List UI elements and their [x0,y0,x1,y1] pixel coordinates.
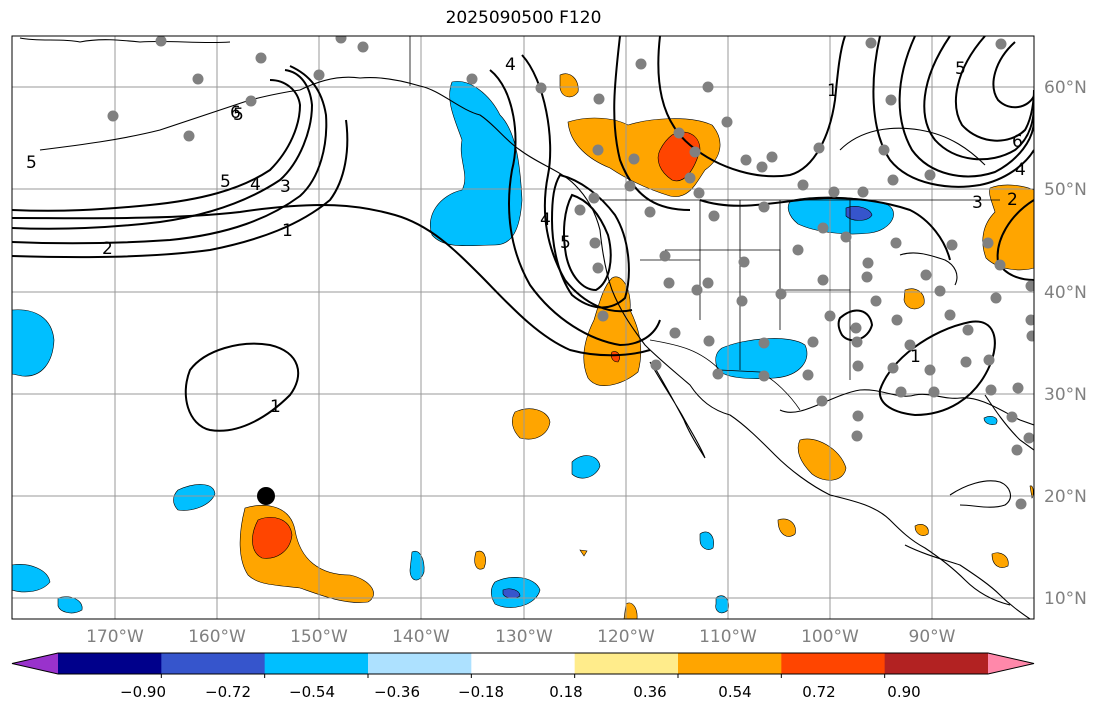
lon-label: 90°W [909,627,956,647]
shaded-anomalies [12,73,1034,619]
map-border [11,35,1035,620]
contour-label: 4 [250,175,261,195]
lat-label: 40°N [1044,283,1087,303]
anomaly-region [502,588,521,599]
lat-label: 60°N [1044,78,1087,98]
anomaly-region [474,550,486,570]
colorbar-tick-label: −0.18 [458,683,504,701]
contour-label: 2 [102,239,113,259]
colorbar-tick-label: 0.36 [633,683,666,701]
graticule [12,36,1034,619]
colorbar-tick-label: 0.72 [802,683,835,701]
contour-label: 5 [220,172,231,192]
colorbar-tick-label: −0.72 [205,683,251,701]
lon-label: 170°W [86,627,144,647]
anomaly-region [173,484,216,511]
contour-label: 1 [827,81,838,101]
lon-label: 160°W [188,627,246,647]
anomaly-region [57,596,83,614]
contour-label: 5 [560,233,571,253]
lat-label: 30°N [1044,385,1087,405]
anomaly-region [983,416,998,425]
anomaly-region [579,549,588,557]
colorbar-segment [678,653,782,674]
anomaly-region [777,518,796,537]
colorbar-ticks: −0.90 −0.72 −0.54 −0.36 −0.18 0.18 0.36 … [120,683,921,701]
anomaly-region [12,564,51,593]
coastlines [19,37,1034,619]
anomaly-region [571,455,601,479]
lon-label: 100°W [801,627,859,647]
latitude-labels: 60°N 50°N 40°N 30°N 20°N 10°N [1044,78,1087,609]
colorbar-segment [574,653,679,674]
map-background [12,36,1034,619]
colorbar-segment [58,653,162,674]
lon-label: 150°W [290,627,348,647]
colorbar-tick-label: 0.90 [887,683,920,701]
anomaly-region [982,184,1034,271]
contour-label: 4 [1015,160,1026,180]
anomaly-region [430,81,523,247]
colorbar-tick-label: 0.54 [718,683,751,701]
anomaly-region [252,517,293,559]
contour-label: 3 [972,193,983,213]
colorbar-segment [161,653,266,674]
colorbar-tick-label: −0.36 [374,683,420,701]
anomaly-region [559,73,579,98]
lat-label: 10°N [1044,589,1087,609]
anomaly-region [914,524,929,536]
colorbar-segment [781,653,886,674]
colorbar-outline [11,652,1035,675]
colorbar-tick-label: −0.90 [120,683,166,701]
map-title: 2025090500 F120 [445,8,602,28]
contour-label: 1 [270,397,281,417]
colorbar-tick-label: −0.54 [289,683,335,701]
lat-label: 20°N [1044,487,1087,507]
colorbar-segment [471,653,576,674]
contour-labels: 5 5 4 3 2 1 1 4 5 4 5 1 6 4 3 2 5 6 1 [26,55,1026,417]
colorbar-segment [988,653,1034,674]
contour-label: 2 [1007,190,1018,210]
anomaly-region [903,288,925,310]
anomaly-region [797,438,847,481]
contour-label: 5 [26,153,37,173]
anomaly-region [623,602,638,619]
location-marker [257,487,275,505]
anomaly-region [583,276,642,386]
colorbar-segment [12,653,58,674]
contour-label: 3 [280,177,291,197]
lon-label: 140°W [392,627,450,647]
lon-label: 130°W [495,627,553,647]
contour-label: 1 [910,347,921,367]
lon-label: 120°W [597,627,655,647]
contour-label: 5 [955,59,966,79]
anomaly-region [511,408,551,440]
station-markers [107,36,1034,510]
contour-label: 6 [230,103,241,123]
anomaly-region [715,338,808,379]
colorbar [11,652,1035,678]
colorbar-tick-label: 0.18 [549,683,582,701]
contour-label: 6 [1012,132,1023,152]
anomaly-region [991,552,1009,568]
lat-label: 50°N [1044,180,1087,200]
anomaly-region [1029,485,1034,499]
anomaly-region [699,531,714,550]
contour-label: 4 [505,55,516,75]
colorbar-segment [884,653,989,674]
anomaly-region [12,309,55,377]
contour-label: 4 [540,210,551,230]
colorbar-segment [264,653,369,674]
contour-label: 5 [233,105,244,125]
colorbar-segment [368,653,472,674]
contour-label: 1 [282,221,293,241]
longitude-labels: 170°W 160°W 150°W 140°W 130°W 120°W 110°… [86,627,956,647]
lon-label: 110°W [699,627,757,647]
